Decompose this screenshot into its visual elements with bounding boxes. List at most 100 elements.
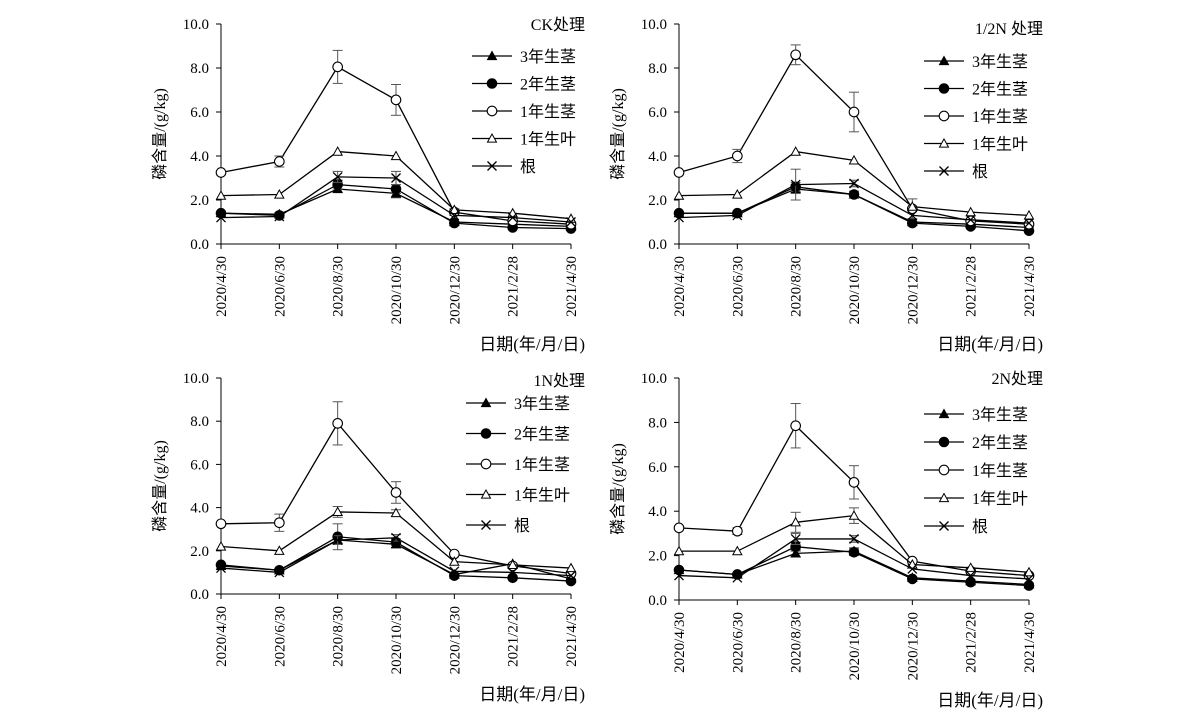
data-point	[390, 183, 402, 195]
x-tick-label: 2021/2/28	[506, 256, 522, 317]
data-point	[848, 189, 860, 200]
data-point	[332, 146, 344, 156]
x-tick-label: 2021/2/28	[964, 256, 980, 317]
data-point	[507, 567, 518, 578]
data-point	[790, 547, 802, 558]
x-tick-label: 2020/4/30	[672, 256, 688, 317]
cross-marker-stroke	[391, 532, 401, 543]
cross-marker-stroke	[332, 535, 343, 545]
data-point	[273, 517, 285, 529]
x-tick-label: 2021/4/30	[1022, 256, 1038, 317]
data-point	[1023, 218, 1035, 230]
data-point	[565, 562, 577, 573]
legend-item: 根	[924, 518, 988, 536]
data-point	[731, 188, 743, 199]
series-2	[673, 541, 1035, 591]
data-point	[907, 573, 918, 585]
legend-marker	[487, 161, 497, 171]
x-tick-label: 2021/4/30	[564, 256, 580, 317]
data-point	[390, 150, 402, 161]
cross-marker-stroke	[507, 212, 518, 223]
data-point	[332, 61, 344, 73]
y-tick-label: 0.0	[648, 593, 667, 609]
legend-item: 1年生叶	[924, 136, 1028, 154]
data-point	[215, 518, 227, 530]
legend-marker	[480, 458, 492, 470]
legend-label: 2年生茎	[972, 434, 1028, 452]
y-tick-label: 6.0	[648, 105, 667, 121]
cross-marker-stroke	[674, 570, 684, 581]
x-tick-label: 2020/4/30	[672, 612, 688, 673]
cross-marker-stroke	[965, 570, 976, 581]
data-point	[790, 49, 802, 61]
y-tick-label: 0.0	[648, 237, 667, 253]
cross-marker-stroke	[907, 563, 918, 574]
data-point	[332, 535, 343, 545]
data-point	[849, 533, 859, 544]
cross-marker-stroke	[849, 178, 859, 189]
data-point	[848, 154, 860, 165]
legend-marker	[486, 78, 498, 89]
legend-label: 1年生茎	[514, 456, 570, 474]
data-point	[1023, 209, 1035, 220]
chart-panel: 0.0 2.0 4.0 6.0 8.0 10.0 2020/4/30 2020/6/30 202…	[151, 371, 585, 704]
legend-label: 1年生叶	[972, 136, 1028, 154]
data-point	[848, 106, 860, 118]
data-point	[965, 576, 976, 588]
data-point	[673, 190, 685, 200]
legend-label: 3年生茎	[514, 395, 570, 413]
data-point	[273, 188, 285, 199]
legend-label: 3年生茎	[972, 406, 1028, 424]
data-point	[790, 179, 801, 190]
cross-marker-stroke	[732, 572, 743, 583]
data-point	[507, 572, 518, 584]
legend-marker	[486, 132, 498, 143]
x-tick-label: 2020/12/30	[447, 256, 463, 324]
legend-label: 根	[514, 517, 530, 535]
data-point	[332, 418, 344, 429]
cross-marker-stroke	[216, 212, 226, 223]
cross-marker-stroke	[449, 210, 460, 221]
y-tick-label: 10.0	[641, 17, 667, 33]
series-5	[674, 532, 1034, 584]
data-point	[848, 476, 860, 488]
data-point	[391, 173, 401, 183]
legend-marker	[938, 464, 950, 476]
legend-item: 1年生叶	[466, 487, 570, 505]
data-point	[215, 167, 227, 178]
data-point	[848, 546, 860, 558]
data-point	[732, 572, 743, 583]
data-point	[332, 506, 344, 517]
data-point	[673, 564, 685, 576]
legend-item: 2年生茎	[924, 81, 1028, 99]
y-tick-label: 2.0	[190, 193, 209, 209]
legend-marker	[938, 55, 950, 66]
y-tick-label: 2.0	[190, 544, 209, 560]
data-point	[332, 171, 343, 182]
x-axis-label: 日期(年/月/日)	[937, 335, 1043, 354]
x-tick-label: 2020/12/30	[447, 606, 463, 674]
data-point	[907, 563, 918, 574]
legend-marker	[939, 521, 949, 531]
x-tick-label: 2021/4/30	[564, 606, 580, 667]
legend-item: 2年生茎	[924, 434, 1028, 452]
cross-marker-stroke	[216, 563, 226, 574]
legend-marker	[480, 397, 492, 408]
y-tick-label: 4.0	[648, 504, 667, 520]
data-point	[790, 420, 802, 432]
data-point	[390, 487, 402, 498]
legend-label: 根	[520, 158, 536, 176]
data-point	[449, 566, 460, 577]
x-tick-label: 2021/2/28	[506, 606, 522, 667]
legend-marker	[939, 166, 949, 176]
y-tick-label: 6.0	[190, 457, 209, 473]
legend-item: 2年生茎	[466, 426, 570, 444]
y-tick-label: 0.0	[190, 237, 209, 253]
y-tick-label: 10.0	[183, 371, 209, 387]
legend-label: 2年生茎	[514, 426, 570, 444]
cross-marker-stroke	[332, 171, 343, 182]
x-tick-label: 2020/6/30	[730, 256, 746, 317]
data-point	[449, 570, 460, 581]
y-tick-label: 10.0	[641, 371, 667, 387]
